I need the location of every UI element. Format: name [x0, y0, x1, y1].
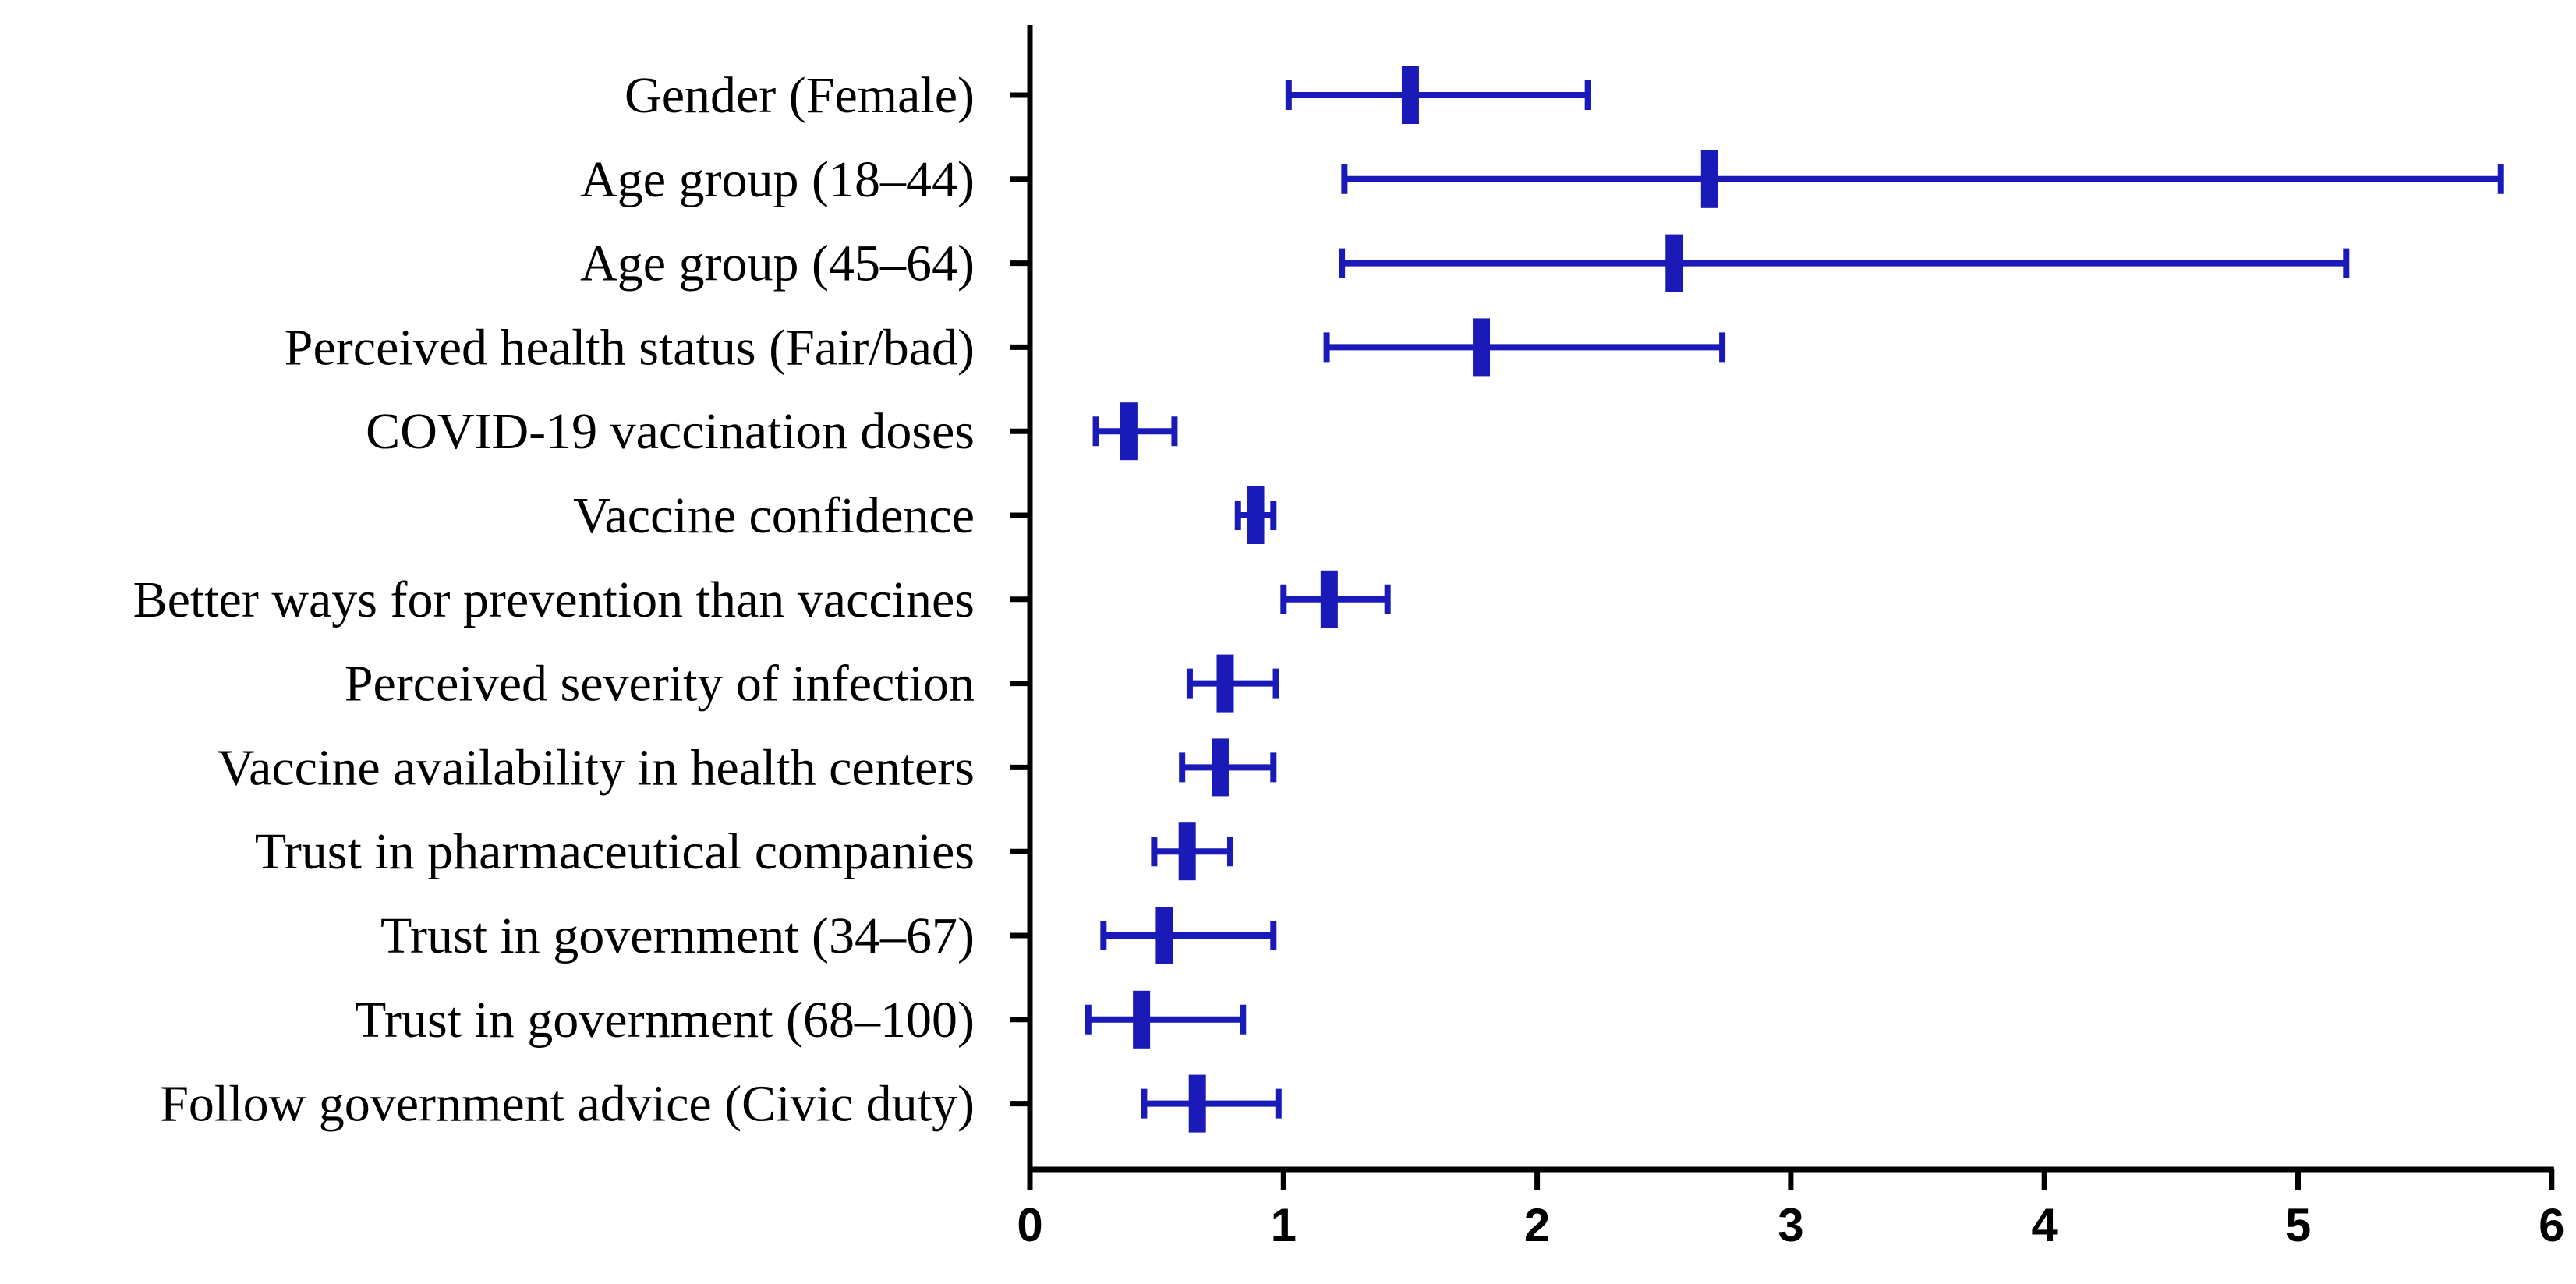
category-label: Trust in government (34–67) [380, 907, 975, 964]
category-label: COVID-19 vaccination doses [366, 403, 975, 460]
category-label: Trust in pharmaceutical companies [255, 823, 975, 880]
estimate-marker [1155, 907, 1173, 964]
category-label: Better ways for prevention than vaccines [133, 571, 975, 628]
category-label: Vaccine availability in health centers [218, 739, 975, 796]
x-tick-label: 6 [2539, 1199, 2564, 1251]
estimate-marker [1700, 150, 1718, 208]
estimate-marker [1247, 486, 1265, 544]
category-label: Trust in government (68–100) [355, 992, 975, 1049]
category-labels: Gender (Female) Age group (18–44) Age grou… [133, 67, 975, 1133]
category-label: Vaccine confidence [573, 487, 975, 544]
plot-marks [1085, 66, 2504, 1133]
x-tick-label: 4 [2032, 1199, 2058, 1251]
category-label: Follow government advice (Civic duty) [160, 1076, 975, 1133]
category-label: Age group (45–64) [580, 235, 975, 292]
estimate-marker [1133, 990, 1151, 1049]
category-label: Perceived health status (Fair/bad) [285, 319, 975, 376]
estimate-marker [1320, 570, 1338, 628]
estimate-marker [1665, 234, 1683, 292]
estimate-marker [1120, 402, 1138, 461]
y-axis [1010, 25, 1033, 1169]
x-tick-label: 0 [1017, 1199, 1042, 1251]
estimate-marker [1473, 318, 1491, 377]
estimate-marker [1216, 654, 1234, 713]
x-tick-label: 3 [1778, 1199, 1803, 1251]
estimate-marker [1188, 1074, 1206, 1133]
category-label: Age group (18–44) [580, 151, 975, 208]
estimate-marker [1178, 822, 1196, 881]
x-tick-label: 1 [1271, 1199, 1297, 1251]
category-label: Perceived severity of infection [345, 656, 975, 713]
x-tick-label: 5 [2285, 1199, 2311, 1251]
category-label: Gender (Female) [625, 67, 975, 124]
x-tick-label: 2 [1524, 1199, 1550, 1251]
estimate-marker [1401, 66, 1419, 124]
x-axis: 0 1 2 3 4 5 6 [1017, 1166, 2564, 1251]
estimate-marker [1211, 738, 1229, 797]
